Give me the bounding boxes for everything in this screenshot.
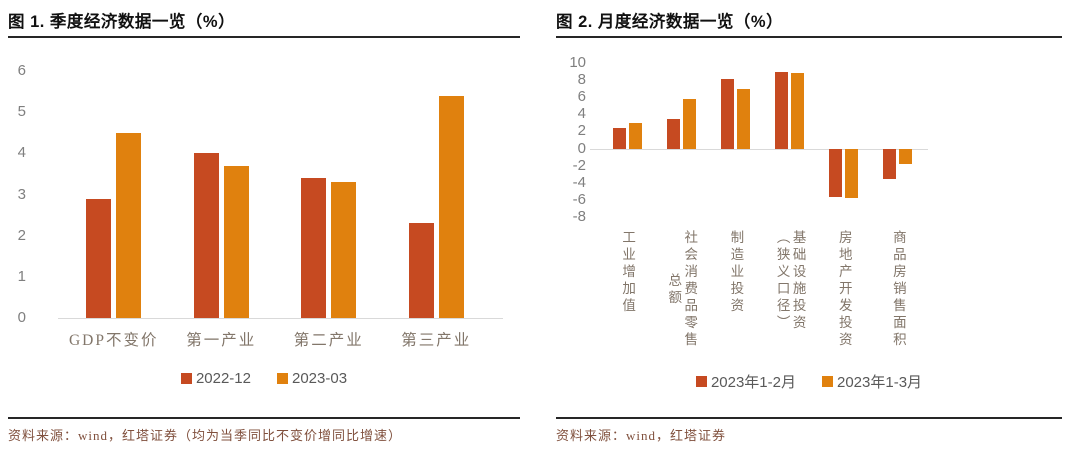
figure-2-title: 图 2. 月度经济数据一览（%） [556, 6, 1062, 38]
category-label: 制造业投资 [728, 230, 744, 316]
y-axis-tick-label: -8 [572, 208, 586, 226]
figure-2: 图 2. 月度经济数据一览（%） 10 8 6 4 2 0 -2 -4 -6 -8 工业增加值 社会消… [556, 6, 1062, 450]
figure-1-source: 资料来源：wind，红塔证券（均为当季同比不变价增同比增速） [8, 417, 520, 444]
y-axis-tick-label: 2 [17, 226, 26, 244]
bar-2023年1-2月-房地产开发投资 [829, 148, 843, 198]
category-label: 第一产业 [186, 332, 257, 350]
bar-2022-12-第二产业 [301, 178, 327, 318]
y-axis-tick-label: 5 [17, 103, 26, 121]
bar-2023年1-3月-房地产开发投资 [845, 148, 859, 199]
category-label: GDP不变价 [68, 332, 159, 350]
bar-2023年1-2月-社会消费品零售总额 [666, 118, 680, 149]
bar-2023年1-3月-社会消费品零售总额 [682, 99, 696, 149]
y-axis-tick-label: 0 [17, 309, 26, 327]
category-label: 第三产业 [401, 332, 472, 350]
legend-item-2023年1-3月: 2023年1-3月 [822, 371, 922, 392]
legend-marker-icon [695, 376, 707, 387]
y-axis-tick-label: 6 [17, 62, 26, 79]
legend-marker-icon [822, 376, 833, 387]
legend-marker-icon [277, 373, 288, 384]
figure-1-bar-chart: 6 5 4 3 2 1 0 GDP不变价 第一产业 第二产业 第三产业 [8, 54, 520, 354]
bar-2023-03-第三产业 [438, 95, 464, 318]
y-axis-tick-label: 0 [577, 139, 586, 157]
y-axis-tick-label: 3 [17, 185, 26, 203]
category-label: 商品房销售面积 [890, 230, 906, 350]
category-label: 房地产开发投资 [836, 230, 852, 350]
y-axis-tick-label: 6 [577, 88, 586, 106]
figure-2-bar-chart: 10 8 6 4 2 0 -2 -4 -6 -8 工业增加值 社会消费品零售 总额 制造业投资 基础设施投… [556, 54, 1062, 369]
bar-2023-03-第二产业 [331, 182, 357, 319]
y-axis-tick-label: 10 [569, 54, 586, 71]
category-label: 社会消费品零售 总额 [666, 230, 698, 350]
legend-item-2022-12: 2022-12 [180, 370, 251, 387]
legend-label: 2023-03 [292, 370, 348, 387]
figure-1-legend: 2022-12 2023-03 [8, 370, 520, 387]
y-axis-tick-label: 4 [577, 105, 586, 123]
bar-2023年1-3月-基础设施投资（狭义口径） [791, 73, 805, 149]
bar-2022-12-GDP不变价 [86, 198, 112, 318]
bar-2023年1-2月-制造业投资 [720, 79, 734, 149]
bar-2022-12-第三产业 [408, 223, 434, 318]
bar-2023年1-2月-基础设施投资（狭义口径） [775, 71, 789, 149]
legend-label: 2023年1-3月 [837, 374, 923, 391]
y-axis-tick-label: 4 [17, 144, 26, 162]
category-label: 工业增加值 [620, 230, 636, 316]
x-axis-line [58, 318, 503, 319]
figure-1: 图 1. 季度经济数据一览（%） 6 5 4 3 2 1 0 GDP不变价 第一产业 第二产业 第三… [8, 6, 520, 450]
y-axis-tick-label: -6 [572, 190, 586, 208]
bar-2023年1-3月-制造业投资 [736, 88, 750, 149]
legend-marker-icon [180, 373, 192, 384]
legend-label: 2023年1-2月 [710, 374, 796, 391]
legend-label: 2022-12 [195, 370, 251, 387]
figure-2-source: 资料来源：wind，红塔证券 [556, 417, 1062, 444]
bar-2023年1-2月-工业增加值 [612, 128, 626, 149]
bar-2023年1-3月-工业增加值 [628, 122, 642, 149]
bar-2023-03-GDP不变价 [116, 132, 142, 319]
y-axis-tick-label: 1 [17, 267, 26, 285]
y-axis-tick-label: -4 [572, 173, 586, 191]
y-axis-tick-label: 8 [577, 71, 586, 89]
bar-2023年1-3月-商品房销售面积 [899, 148, 913, 164]
figure-1-title: 图 1. 季度经济数据一览（%） [8, 6, 520, 38]
category-label: 基础设施投资 （狭义口径） [774, 230, 806, 333]
y-axis-tick-label: 2 [577, 122, 586, 140]
category-label: 第二产业 [293, 332, 364, 350]
legend-item-2023年1-2月: 2023年1-2月 [695, 371, 796, 392]
legend-item-2023-03: 2023-03 [277, 370, 347, 387]
bar-2023-03-第一产业 [223, 165, 249, 318]
figure-2-legend: 2023年1-2月 2023年1-3月 [556, 371, 1062, 392]
x-axis-line [590, 148, 928, 150]
bar-2022-12-第一产业 [193, 153, 219, 318]
y-axis-tick-label: -2 [572, 156, 586, 174]
bar-2023年1-2月-商品房销售面积 [883, 148, 897, 180]
